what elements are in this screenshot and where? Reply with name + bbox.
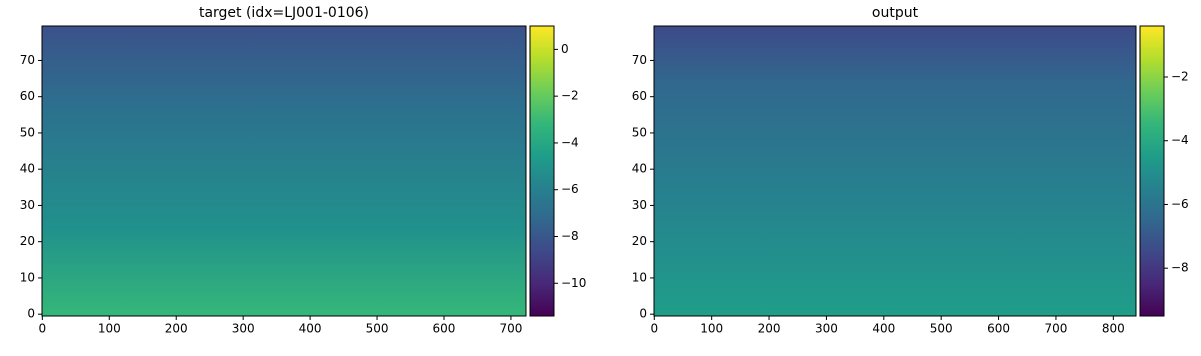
x-tick-label: 300 bbox=[232, 322, 255, 336]
x-tick-label: 100 bbox=[700, 322, 723, 336]
x-tick-label: 700 bbox=[499, 322, 522, 336]
x-tick-label: 200 bbox=[165, 322, 188, 336]
heatmap-image bbox=[42, 26, 526, 316]
y-tick-label: 70 bbox=[20, 53, 35, 67]
colorbar-tick-label: 0 bbox=[561, 42, 569, 56]
colorbar-tick-label: −8 bbox=[561, 229, 579, 243]
y-tick-label: 60 bbox=[632, 89, 647, 103]
colorbar bbox=[1139, 25, 1165, 317]
colorbar-tick-label: −10 bbox=[561, 276, 586, 290]
y-tick-label: 50 bbox=[632, 125, 647, 139]
colorbar-tick-label: −4 bbox=[1171, 133, 1189, 147]
x-tick-label: 700 bbox=[1045, 322, 1068, 336]
y-tick-label: 70 bbox=[632, 53, 647, 67]
y-tick-label: 40 bbox=[632, 162, 647, 176]
x-tick-label: 600 bbox=[433, 322, 456, 336]
y-tick-label: 60 bbox=[20, 89, 35, 103]
y-tick-label: 20 bbox=[20, 234, 35, 248]
colorbar-tick-label: −2 bbox=[561, 89, 579, 103]
chart-title: output bbox=[872, 5, 919, 21]
y-tick-label: 10 bbox=[20, 270, 35, 284]
heatmap-image bbox=[654, 26, 1136, 316]
y-tick-label: 40 bbox=[20, 162, 35, 176]
colorbar bbox=[529, 25, 555, 317]
axes-frame bbox=[41, 25, 527, 317]
axes-frame bbox=[653, 25, 1137, 317]
x-tick-label: 400 bbox=[872, 322, 895, 336]
colorbar-tick-label: −6 bbox=[1171, 197, 1189, 211]
x-tick-label: 0 bbox=[39, 322, 47, 336]
chart-title: target (idx=LJ001-0106) bbox=[199, 5, 369, 21]
y-tick-label: 30 bbox=[632, 198, 647, 212]
colorbar-tick-label: −2 bbox=[1171, 69, 1189, 83]
y-tick-label: 0 bbox=[639, 307, 647, 321]
x-tick-label: 300 bbox=[815, 322, 838, 336]
x-tick-label: 400 bbox=[299, 322, 322, 336]
y-tick-label: 30 bbox=[20, 198, 35, 212]
x-tick-label: 800 bbox=[1102, 322, 1125, 336]
y-tick-label: 20 bbox=[632, 234, 647, 248]
x-tick-label: 0 bbox=[650, 322, 658, 336]
y-tick-label: 50 bbox=[20, 125, 35, 139]
x-tick-label: 200 bbox=[758, 322, 781, 336]
y-tick-label: 0 bbox=[27, 307, 35, 321]
x-tick-label: 100 bbox=[98, 322, 121, 336]
x-tick-label: 600 bbox=[987, 322, 1010, 336]
colorbar-tick-label: −4 bbox=[561, 135, 579, 149]
colorbar-tick-label: −8 bbox=[1171, 261, 1189, 275]
x-tick-label: 500 bbox=[930, 322, 953, 336]
x-tick-label: 500 bbox=[366, 322, 389, 336]
y-tick-label: 10 bbox=[632, 270, 647, 284]
colorbar-tick-label: −6 bbox=[561, 182, 579, 196]
